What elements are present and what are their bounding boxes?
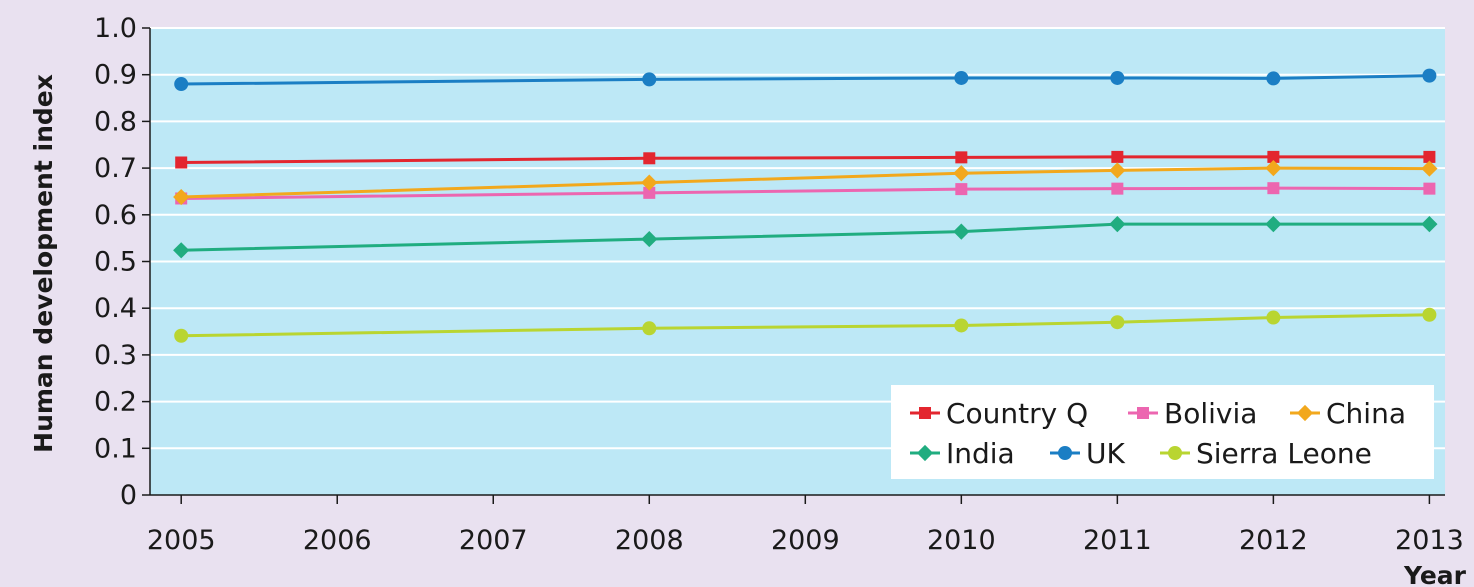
data-point-china bbox=[1265, 160, 1282, 177]
y-tick-label: 1.0 bbox=[94, 13, 137, 44]
x-tick-label: 2006 bbox=[303, 525, 372, 556]
series-china bbox=[173, 160, 1438, 206]
y-tick-label: 0.5 bbox=[94, 247, 137, 278]
y-tick-label: 0.3 bbox=[94, 340, 137, 371]
x-tick-label: 2013 bbox=[1395, 525, 1464, 556]
y-tick-label: 0.4 bbox=[94, 293, 137, 324]
y-tick-label: 0.1 bbox=[94, 433, 137, 464]
series-line-bolivia bbox=[181, 186, 1430, 200]
legend-label: UK bbox=[1086, 437, 1125, 470]
legend-marker bbox=[1168, 446, 1182, 460]
data-point-bolivia bbox=[1267, 182, 1280, 195]
x-tick-label: 2011 bbox=[1083, 525, 1152, 556]
x-tick-label: 2007 bbox=[459, 525, 528, 556]
legend-label: India bbox=[946, 437, 1015, 470]
legend-marker bbox=[916, 444, 934, 462]
x-tick-label: 2009 bbox=[771, 525, 840, 556]
data-point-country-q bbox=[1423, 150, 1436, 163]
legend-label: Country Q bbox=[946, 397, 1088, 430]
data-point-uk bbox=[1110, 70, 1125, 85]
data-point-india bbox=[1421, 216, 1438, 233]
legend-box bbox=[891, 385, 1434, 479]
data-point-india bbox=[1265, 216, 1282, 233]
series-line-china bbox=[181, 166, 1430, 199]
data-point-china bbox=[641, 174, 658, 191]
legend-marker bbox=[1296, 404, 1314, 422]
legend-item-uk: UK bbox=[1050, 437, 1125, 470]
data-point-sierra-leone bbox=[1422, 307, 1437, 322]
legend-item-china: China bbox=[1290, 397, 1406, 430]
y-axis-title: Human development index bbox=[29, 74, 58, 453]
data-point-sierra-leone bbox=[1266, 310, 1281, 325]
legend-marker bbox=[1137, 407, 1149, 419]
x-tick-label: 2012 bbox=[1239, 525, 1308, 556]
x-axis-title: Year bbox=[1403, 561, 1467, 587]
data-point-sierra-leone bbox=[642, 321, 657, 336]
legend-label: China bbox=[1326, 397, 1406, 430]
data-point-country-q bbox=[1267, 150, 1280, 163]
data-point-china bbox=[953, 165, 970, 182]
y-tick-label: 0.6 bbox=[94, 200, 137, 231]
legend-marker bbox=[919, 407, 931, 419]
data-point-china bbox=[1109, 162, 1126, 179]
y-tick-label: 0.8 bbox=[94, 106, 137, 137]
data-point-sierra-leone bbox=[1110, 315, 1125, 330]
series-uk bbox=[174, 68, 1437, 92]
data-point-bolivia bbox=[955, 183, 968, 196]
series-line-india bbox=[181, 222, 1430, 252]
legend-marker bbox=[1058, 446, 1072, 460]
y-tick-label: 0.9 bbox=[94, 60, 137, 91]
data-point-india bbox=[953, 223, 970, 240]
data-point-uk bbox=[954, 70, 969, 85]
data-point-bolivia bbox=[1111, 182, 1124, 195]
series-sierra-leone bbox=[174, 307, 1437, 343]
x-tick-label: 2008 bbox=[615, 525, 684, 556]
data-point-bolivia bbox=[643, 186, 656, 199]
data-point-country-q bbox=[643, 152, 656, 165]
data-point-country-q bbox=[955, 151, 968, 164]
x-tick-label: 2010 bbox=[927, 525, 996, 556]
data-point-sierra-leone bbox=[954, 318, 969, 333]
data-point-china bbox=[1421, 160, 1438, 177]
legend-item-india: India bbox=[910, 437, 1015, 470]
data-point-india bbox=[641, 230, 658, 248]
data-point-country-q bbox=[175, 156, 188, 169]
series-line-sierra-leone bbox=[181, 313, 1430, 338]
data-point-india bbox=[173, 242, 190, 259]
y-tick-label: 0.2 bbox=[94, 387, 137, 418]
legend-item-sierra-leone: Sierra Leone bbox=[1160, 437, 1372, 470]
legend: Country Q Bolivia China India UK Sierra Leone bbox=[891, 385, 1434, 479]
series-india bbox=[173, 216, 1438, 259]
data-point-bolivia bbox=[1423, 182, 1436, 195]
data-point-china bbox=[173, 188, 190, 206]
data-point-uk bbox=[1266, 71, 1281, 86]
series-country-q bbox=[175, 150, 1436, 169]
data-point-country-q bbox=[1111, 150, 1124, 163]
series-line-uk bbox=[181, 74, 1430, 86]
data-point-uk bbox=[1422, 68, 1437, 83]
legend-item-country-q: Country Q bbox=[910, 397, 1088, 430]
legend-item-bolivia: Bolivia bbox=[1128, 397, 1257, 430]
legend-label: Sierra Leone bbox=[1196, 437, 1372, 470]
data-point-uk bbox=[642, 72, 657, 87]
data-point-uk bbox=[174, 77, 189, 92]
y-tick-label: 0.7 bbox=[94, 153, 137, 184]
x-tick-label: 2005 bbox=[147, 525, 216, 556]
data-point-india bbox=[1109, 216, 1126, 233]
y-tick-label: 0 bbox=[120, 480, 137, 511]
legend-label: Bolivia bbox=[1164, 397, 1257, 430]
data-point-sierra-leone bbox=[174, 328, 189, 343]
series-line-country-q bbox=[181, 155, 1430, 164]
